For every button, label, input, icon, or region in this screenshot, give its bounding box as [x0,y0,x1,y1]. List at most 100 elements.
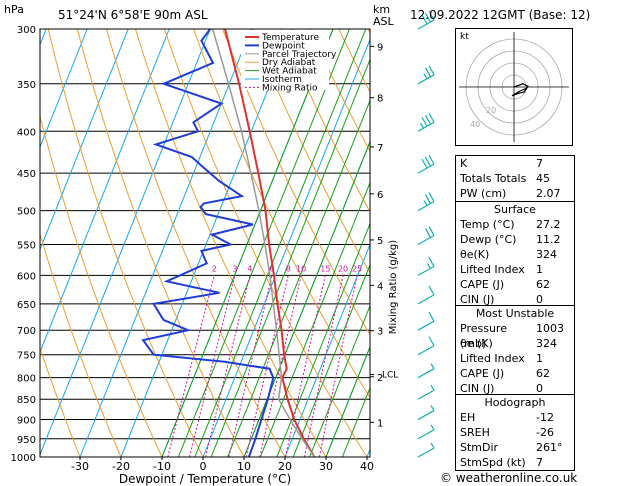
dewpoint-series [141,29,275,457]
wind-barb-flag [428,65,435,76]
km-tick-label: 1 [377,418,383,429]
hodograph-trace [511,83,529,97]
dry-adiabat-line [40,232,122,457]
wet-adiabat-line [210,58,370,457]
wind-barb-flag [421,158,428,169]
isotherm-line [40,29,88,149]
hodo-row: StmDir 261° [460,441,563,454]
wind-barb [417,226,435,245]
temp-tick-label: 30 [319,460,333,473]
isotherm-line [0,29,5,457]
wet-adiabat-line [259,181,370,457]
pressure-tick-label: 650 [17,300,36,311]
surface-panel: Surface Temp (°C) 27.2 Dewp (°C) 11.2 θe(K… [455,201,575,308]
km-tick-label: 5 [377,236,383,247]
most-unstable-panel: Most Unstable Pressure (mb) 1003 θe (K) 32… [455,305,575,397]
temp-tick-label: -10 [153,460,171,473]
mixing-ratio-line [167,275,215,457]
wind-barb-flag [428,226,435,236]
pressure-tick-label: 750 [17,351,36,362]
dry-adiabat-line [40,346,81,457]
wind-barb-flag [424,12,432,23]
wind-barb-flag [428,10,435,21]
mu-row: Pressure (mb) 1003 [460,322,564,350]
index-row: PW (cm) 2.07 [460,187,561,200]
wind-barb-flag [421,116,428,127]
mixing-ratio-line [189,275,236,457]
index-row: Totals Totals 45 [460,172,550,185]
wind-barb-flag [428,285,435,296]
wind-barb [417,257,435,276]
wind-barb-flag [424,156,432,167]
dry-adiabat-line [309,29,370,153]
temp-tick-label: 0 [200,460,207,473]
pressure-tick-label: 950 [17,435,36,446]
wind-barb [417,405,435,421]
legend-entry: Parcel Trajectory [262,50,337,60]
mixing-ratio-label: 4 [247,264,252,273]
plot-frame [39,28,371,458]
wet-adiabat-line [292,263,370,457]
mu-row: θe (K) 324 [460,337,557,350]
dry-adiabat-line [105,29,286,457]
wind-barb-flag [424,114,432,125]
mixing-ratio-line [318,275,358,457]
mu-row: CIN (J) 0 [460,382,543,395]
wind-barb [417,336,435,356]
wind-barb-shaft [417,265,435,276]
km-tick-label: 7 [377,143,383,154]
wind-barb-shaft [417,429,435,440]
hodo-row: StmSpd (kt) 7 [460,456,543,469]
wind-barb-shaft [417,121,435,132]
wind-barb-shaft [417,19,435,30]
wet-adiabat-line [227,99,370,457]
wet-adiabat-line [161,29,334,457]
pressure-tick-label: 550 [17,240,36,251]
mixing-ratio-label: 8 [286,264,291,273]
wind-barb-shaft [417,389,435,400]
wind-barb-shaft [417,294,435,305]
surface-row: Lifted Index 1 [460,263,543,276]
wind-barb [417,285,435,305]
wind-barb-flag [423,200,428,206]
wind-barb-flag [419,122,425,129]
mixing-ratio-line [228,275,273,457]
wind-barb-shaft [417,345,435,356]
wet-adiabat-line [243,140,370,457]
wind-barb-flag [428,154,435,165]
isotherm-line [202,38,370,457]
dry-adiabat-line [76,29,245,457]
wet-adiabat-line [276,222,370,457]
wind-barb-flag [428,311,435,322]
hodograph: kt 20 40 [455,28,573,146]
pressure-tick-label: 400 [17,127,36,138]
wind-barb [417,112,435,132]
pressure-tick-label: 850 [17,395,36,406]
wind-barb-flag [430,442,435,449]
wet-adiabat-line [325,345,370,457]
plot-area: 2 3 4 6 8 10 15 20 25 [0,29,370,457]
wind-barb-flag [428,257,435,267]
wind-barb-flag [428,112,435,123]
mixing-ratio-label: 2 [212,264,217,273]
wind-barb-flag [430,405,435,411]
mixing-ratio-line [245,275,289,457]
temp-tick-label: -20 [112,460,130,473]
dry-adiabat-line [193,29,370,399]
pressure-tick-label: 800 [17,374,36,385]
km-tick-label: 3 [377,327,383,338]
wind-barb [417,442,435,458]
pressure-tick-label: 300 [17,25,36,36]
dry-adiabat-line [40,114,163,457]
wind-barb [417,65,435,85]
wind-barb-shaft [417,410,435,421]
legend-entry: Dry Adiabat [262,58,316,68]
hodo-row: EH -12 [460,411,554,424]
hodo-row: SREH -26 [460,426,554,439]
pressure-tick-label: 600 [17,271,36,282]
wind-barb-flag [424,194,432,204]
hodograph-title: Hodograph [484,396,546,409]
wind-barb-shaft [417,447,435,458]
